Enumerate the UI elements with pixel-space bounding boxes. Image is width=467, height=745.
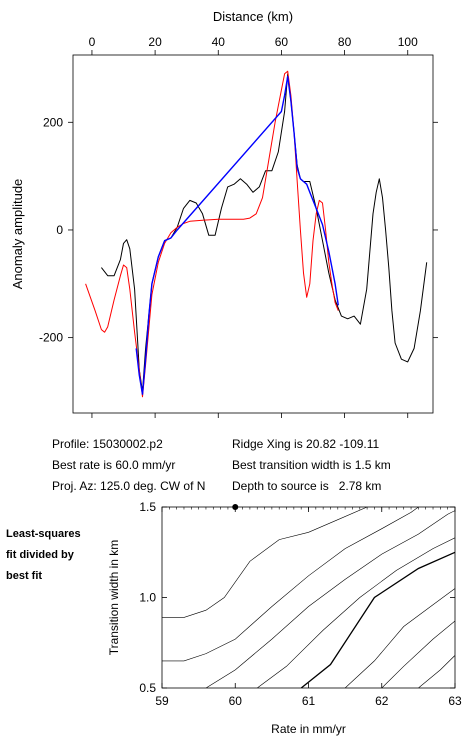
x-axis-title: Distance (km) bbox=[213, 9, 293, 24]
width-tick-label: 1.5 bbox=[139, 500, 156, 514]
x-tick-label: 40 bbox=[212, 35, 226, 49]
rate-tick-label: 59 bbox=[155, 694, 169, 708]
profile-series-line bbox=[101, 73, 428, 392]
y-tick-label: -200 bbox=[39, 331, 63, 345]
depth-label: Depth to source is 2.78 km bbox=[232, 479, 382, 493]
best-rate-label: Best rate is 60.0 mm/yr bbox=[52, 458, 176, 472]
misfit-contour-plot: 59 60 61 62 63 0.5 1.0 1.5 Rate in mm/yr Transiti… bbox=[107, 500, 462, 736]
width-axis-title: Transition width in km bbox=[107, 540, 121, 656]
width-tick-label: 0.5 bbox=[139, 681, 156, 695]
plot-frame bbox=[72, 54, 434, 414]
x-tick-label: 60 bbox=[275, 35, 289, 49]
misfit-note-line-3: best fit bbox=[6, 570, 43, 582]
misfit-contour-line bbox=[162, 507, 419, 662]
projection-azimuth-label: Proj. Az: 125.0 deg. CW of N bbox=[52, 479, 206, 493]
width-tick-label: 1.0 bbox=[139, 591, 156, 605]
profile-series-line bbox=[85, 70, 339, 398]
misfit-contour-line bbox=[344, 588, 455, 688]
misfit-contour-line bbox=[162, 507, 368, 618]
x-tick-label: 20 bbox=[148, 35, 162, 49]
rate-tick-label: 60 bbox=[229, 694, 243, 708]
x-tick-label: 100 bbox=[398, 35, 418, 49]
anomaly-profile-plot: 0 20 40 60 80 100 -200 0 200 Distance (km) Anomaly… bbox=[10, 9, 438, 418]
rate-tick-label: 61 bbox=[302, 694, 316, 708]
y-axis-title: Anomaly amplitude bbox=[10, 179, 25, 290]
ridge-crossing-label: Ridge Xing is 20.82 -109.11 bbox=[232, 437, 380, 451]
misfit-contour-line bbox=[300, 551, 455, 688]
y-tick-label: 0 bbox=[56, 223, 63, 237]
best-width-label: Best transition width is 1.5 km bbox=[232, 458, 391, 472]
misfit-contour-line bbox=[418, 655, 455, 688]
misfit-contour-line bbox=[257, 537, 455, 688]
contour-frame bbox=[161, 506, 456, 689]
misfit-note-line-2: fit divided by bbox=[6, 549, 74, 561]
misfit-note: Least-squares fit divided by best fit bbox=[6, 524, 81, 587]
profile-label: Profile: 15030002.p2 bbox=[52, 437, 163, 451]
x-tick-label: 0 bbox=[89, 35, 96, 49]
x-tick-label: 80 bbox=[338, 35, 352, 49]
rate-tick-label: 62 bbox=[375, 694, 389, 708]
y-tick-label: 200 bbox=[43, 115, 63, 129]
misfit-note-line-1: Least-squares bbox=[6, 528, 81, 540]
profile-series-line bbox=[135, 75, 339, 395]
best-fit-marker bbox=[232, 504, 239, 510]
misfit-contour-line bbox=[205, 510, 455, 688]
contour-lines bbox=[162, 507, 455, 688]
rate-tick-label: 63 bbox=[448, 694, 462, 708]
rate-axis-title: Rate in mm/yr bbox=[271, 722, 346, 736]
misfit-contour-line bbox=[381, 620, 455, 688]
